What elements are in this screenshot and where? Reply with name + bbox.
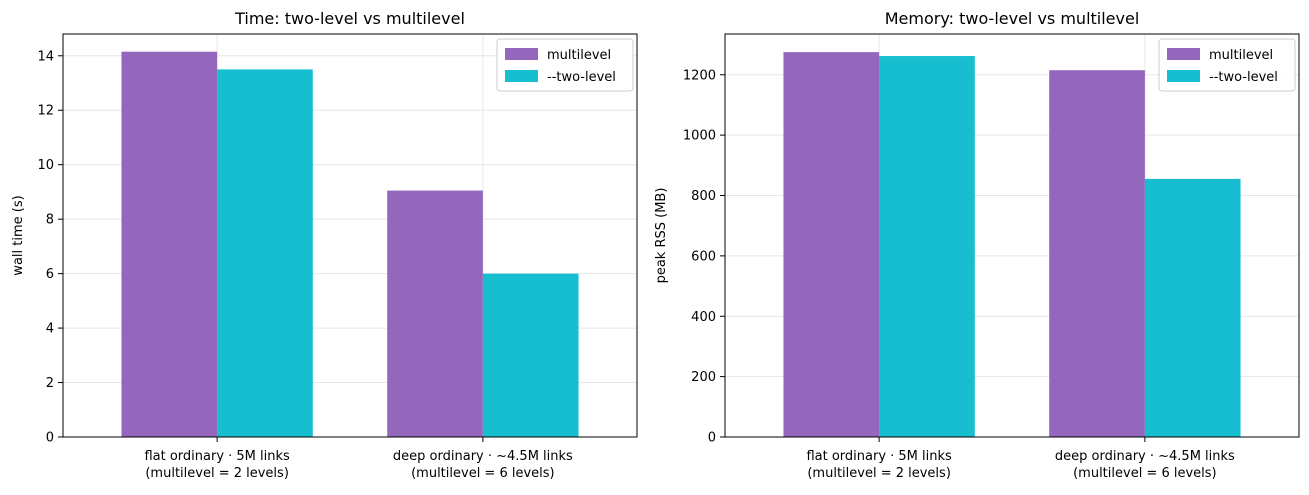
bar-multilevel-1 — [1049, 70, 1145, 437]
x-tick-label: (multilevel = 6 levels) — [1073, 466, 1217, 481]
y-tick-label: 4 — [46, 322, 54, 337]
bar-two-level-0 — [879, 56, 975, 437]
bar-multilevel-1 — [387, 190, 483, 437]
x-tick-label: (multilevel = 2 levels) — [807, 466, 951, 481]
y-tick-label: 0 — [46, 431, 54, 446]
x-tick-label: flat ordinary · 5M links — [144, 449, 290, 464]
x-tick-label: deep ordinary · ~4.5M links — [1055, 449, 1235, 464]
y-tick-label: 8 — [46, 213, 54, 228]
y-tick-label: 1000 — [683, 129, 716, 144]
bar-two-level-1 — [482, 273, 579, 437]
x-tick-label: deep ordinary · ~4.5M links — [393, 449, 573, 464]
bar-two-level-1 — [1144, 178, 1241, 438]
legend-swatch — [1167, 70, 1200, 82]
y-tick-label: 200 — [691, 370, 716, 385]
y-axis-label: peak RSS (MB) — [654, 188, 669, 284]
bar-multilevel-0 — [783, 52, 880, 437]
y-tick-label: 10 — [37, 158, 54, 173]
x-tick-label: (multilevel = 2 levels) — [145, 466, 289, 481]
legend-swatch — [1167, 48, 1200, 60]
y-tick-label: 2 — [46, 376, 54, 391]
legend-label: --two-level — [547, 70, 616, 85]
bar-two-level-0 — [217, 69, 313, 437]
legend-swatch — [505, 48, 538, 60]
memory-chart: 0 200 400 600 800 1000 1200 flat ordinary · 5M … — [654, 9, 1300, 481]
time-chart: 0 2 4 6 8 10 12 14 flat ordinary · 5M links (mult… — [11, 9, 638, 481]
legend-swatch — [505, 70, 538, 82]
x-tick-label: (multilevel = 6 levels) — [411, 466, 555, 481]
axes-frame — [724, 33, 1300, 438]
y-tick-label: 400 — [691, 310, 716, 325]
axes-frame — [62, 33, 638, 438]
legend-label: multilevel — [547, 48, 611, 63]
chart-title: Memory: two-level vs multilevel — [885, 9, 1140, 28]
x-tick-label: flat ordinary · 5M links — [806, 449, 952, 464]
y-tick-label: 1200 — [683, 68, 716, 83]
y-axis-label: wall time (s) — [11, 195, 26, 275]
y-tick-label: 6 — [46, 267, 54, 282]
chart-title: Time: two-level vs multilevel — [234, 9, 465, 28]
legend-label: multilevel — [1209, 48, 1273, 63]
y-tick-label: 12 — [37, 104, 54, 119]
y-tick-label: 14 — [37, 49, 54, 64]
legend-label: --two-level — [1209, 70, 1278, 85]
y-tick-label: 800 — [691, 189, 716, 204]
y-tick-label: 0 — [708, 431, 716, 446]
y-tick-label: 600 — [691, 249, 716, 264]
bar-multilevel-0 — [121, 51, 218, 437]
